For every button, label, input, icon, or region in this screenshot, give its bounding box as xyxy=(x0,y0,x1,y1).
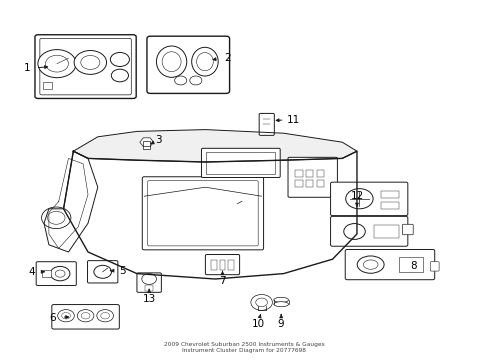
Text: 2009 Chevrolet Suburban 2500 Instruments & Gauges
Instrument Cluster Diagram for: 2009 Chevrolet Suburban 2500 Instruments… xyxy=(164,342,324,353)
FancyBboxPatch shape xyxy=(205,255,239,275)
Circle shape xyxy=(50,266,70,281)
Bar xyxy=(381,191,398,198)
Bar xyxy=(42,82,52,89)
Circle shape xyxy=(61,312,70,319)
Circle shape xyxy=(110,53,129,67)
Circle shape xyxy=(58,310,74,322)
Circle shape xyxy=(38,50,76,78)
FancyBboxPatch shape xyxy=(40,39,131,95)
FancyBboxPatch shape xyxy=(52,305,119,329)
FancyBboxPatch shape xyxy=(35,35,136,99)
Bar xyxy=(305,170,313,177)
Ellipse shape xyxy=(273,297,288,302)
FancyBboxPatch shape xyxy=(402,224,412,235)
Text: 3: 3 xyxy=(155,135,162,145)
Circle shape xyxy=(189,76,202,85)
Circle shape xyxy=(345,189,372,209)
Circle shape xyxy=(41,207,71,229)
Circle shape xyxy=(250,294,272,310)
Polygon shape xyxy=(140,138,153,147)
Bar xyxy=(398,257,422,272)
Circle shape xyxy=(101,312,109,319)
Bar xyxy=(316,170,324,177)
Circle shape xyxy=(142,274,156,284)
Bar xyxy=(219,260,225,270)
FancyBboxPatch shape xyxy=(330,216,407,246)
Ellipse shape xyxy=(273,302,288,307)
Polygon shape xyxy=(63,151,356,279)
Circle shape xyxy=(45,55,68,72)
Text: 1: 1 xyxy=(23,63,30,73)
Text: 6: 6 xyxy=(49,312,56,323)
Bar xyxy=(373,225,398,238)
Circle shape xyxy=(97,310,113,322)
FancyBboxPatch shape xyxy=(87,261,118,283)
Text: 9: 9 xyxy=(277,319,284,329)
Ellipse shape xyxy=(156,46,186,77)
Ellipse shape xyxy=(196,53,213,71)
Circle shape xyxy=(47,211,65,224)
Bar xyxy=(295,180,302,187)
FancyBboxPatch shape xyxy=(146,36,229,94)
Bar xyxy=(305,180,313,187)
Circle shape xyxy=(174,76,186,85)
Bar xyxy=(295,170,302,177)
FancyBboxPatch shape xyxy=(142,177,263,250)
Text: 12: 12 xyxy=(349,191,363,201)
FancyBboxPatch shape xyxy=(201,148,280,177)
FancyBboxPatch shape xyxy=(137,273,161,292)
Ellipse shape xyxy=(363,260,377,269)
FancyBboxPatch shape xyxy=(345,249,434,280)
Polygon shape xyxy=(73,130,356,162)
Bar xyxy=(381,202,398,209)
Circle shape xyxy=(74,50,106,75)
FancyBboxPatch shape xyxy=(36,262,76,285)
Text: 13: 13 xyxy=(142,294,156,304)
FancyBboxPatch shape xyxy=(147,181,258,246)
Text: 7: 7 xyxy=(219,276,225,286)
FancyBboxPatch shape xyxy=(429,262,438,271)
Circle shape xyxy=(81,312,90,319)
Text: 10: 10 xyxy=(251,319,264,329)
Bar xyxy=(210,260,216,270)
Circle shape xyxy=(81,55,100,69)
Circle shape xyxy=(343,224,365,239)
Circle shape xyxy=(255,298,267,307)
Bar xyxy=(206,152,275,174)
Text: 4: 4 xyxy=(28,267,35,277)
FancyBboxPatch shape xyxy=(259,113,274,135)
Ellipse shape xyxy=(162,52,181,72)
Circle shape xyxy=(77,310,94,322)
Text: 5: 5 xyxy=(119,266,125,276)
Text: 11: 11 xyxy=(286,114,300,125)
Circle shape xyxy=(94,265,111,278)
Bar xyxy=(316,180,324,187)
Polygon shape xyxy=(44,151,98,252)
Circle shape xyxy=(55,270,65,277)
Circle shape xyxy=(111,69,128,82)
FancyBboxPatch shape xyxy=(287,157,337,197)
Ellipse shape xyxy=(356,256,384,273)
Ellipse shape xyxy=(191,47,218,76)
Bar xyxy=(228,260,234,270)
Text: 8: 8 xyxy=(409,261,416,271)
FancyBboxPatch shape xyxy=(330,182,407,216)
Bar xyxy=(143,141,150,149)
Text: 2: 2 xyxy=(224,53,230,63)
Bar xyxy=(41,270,51,277)
Bar xyxy=(145,285,153,291)
